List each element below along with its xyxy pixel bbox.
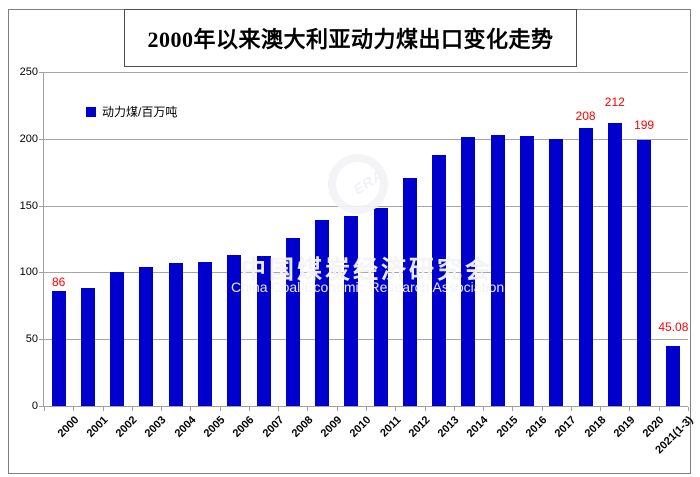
x-axis-tick — [688, 407, 689, 411]
y-axis-label: 0 — [31, 400, 38, 412]
bar — [110, 272, 125, 406]
y-axis-label: 200 — [19, 132, 38, 145]
bar — [666, 345, 681, 406]
y-axis-label: 250 — [19, 66, 38, 78]
bar — [256, 256, 271, 406]
data-label: 208 — [575, 109, 596, 124]
x-axis-tick — [190, 407, 192, 411]
data-label: 86 — [51, 275, 66, 290]
y-axis-tick — [39, 272, 44, 274]
bar — [490, 134, 505, 406]
x-axis-tick — [395, 407, 397, 411]
bar — [227, 255, 242, 406]
x-axis-tick — [336, 407, 338, 411]
x-axis-tick — [541, 407, 543, 411]
watermark-logo-text: ERA — [350, 166, 387, 198]
gridline — [44, 138, 688, 140]
x-axis-tick — [424, 407, 426, 411]
legend-swatch-icon — [86, 106, 96, 117]
bar — [373, 208, 388, 406]
x-axis-tick — [102, 407, 104, 411]
y-axis-label: 100 — [19, 266, 38, 279]
bar — [637, 140, 652, 406]
x-axis-tick — [570, 407, 572, 411]
x-axis-tick — [658, 407, 660, 411]
y-axis-label: 50 — [25, 333, 38, 346]
legend-label: 动力煤/百万吨 — [102, 105, 178, 119]
x-axis-tick — [161, 407, 163, 411]
plot-area: ERA 中国煤炭经济研究会 China Coal Economic Resear… — [20, 66, 696, 456]
bar — [432, 154, 447, 406]
bar — [461, 137, 476, 406]
bar — [51, 291, 66, 406]
x-axis-tick — [307, 407, 309, 411]
bar — [402, 177, 417, 406]
x-axis-tick — [44, 407, 45, 411]
x-axis-tick — [453, 407, 455, 411]
chart-title-box: 2000年以来澳大利亚动力煤出口变化走势 — [124, 9, 577, 67]
x-axis-tick — [366, 407, 367, 411]
bar — [549, 138, 564, 406]
bar — [168, 263, 183, 406]
x-axis-tick — [600, 407, 602, 411]
y-axis-tick — [39, 205, 44, 207]
x-axis-tick — [219, 407, 221, 411]
bar — [578, 128, 593, 406]
data-label: 45.08 — [658, 319, 689, 334]
gridline — [44, 339, 688, 341]
bar — [344, 216, 359, 406]
bar — [607, 122, 622, 406]
x-axis-tick — [512, 407, 514, 411]
x-axis-tick — [278, 407, 280, 411]
gridline — [44, 72, 688, 73]
bar — [198, 261, 212, 406]
data-label: 212 — [604, 94, 625, 109]
bar — [139, 267, 154, 406]
gridline — [44, 272, 688, 274]
y-axis-tick — [39, 339, 44, 341]
watermark-line1: 中国煤炭经济研究会 — [241, 256, 494, 284]
chart-title: 2000年以来澳大利亚动力煤出口变化走势 — [147, 27, 554, 52]
bar — [285, 237, 300, 406]
bar — [520, 136, 534, 406]
x-axis-tick — [483, 407, 485, 411]
y-axis-tick — [39, 72, 44, 73]
bar — [80, 288, 95, 406]
x-axis-tick — [73, 407, 75, 411]
x-axis-tick — [629, 407, 631, 411]
y-axis-tick — [39, 406, 44, 407]
y-axis-tick — [39, 138, 44, 140]
x-axis-tick — [131, 407, 133, 411]
y-axis-label: 150 — [19, 199, 38, 212]
bar — [315, 220, 330, 406]
data-label: 199 — [634, 118, 655, 133]
legend: 动力煤/百万吨 — [86, 103, 177, 120]
x-axis-tick — [248, 407, 250, 411]
